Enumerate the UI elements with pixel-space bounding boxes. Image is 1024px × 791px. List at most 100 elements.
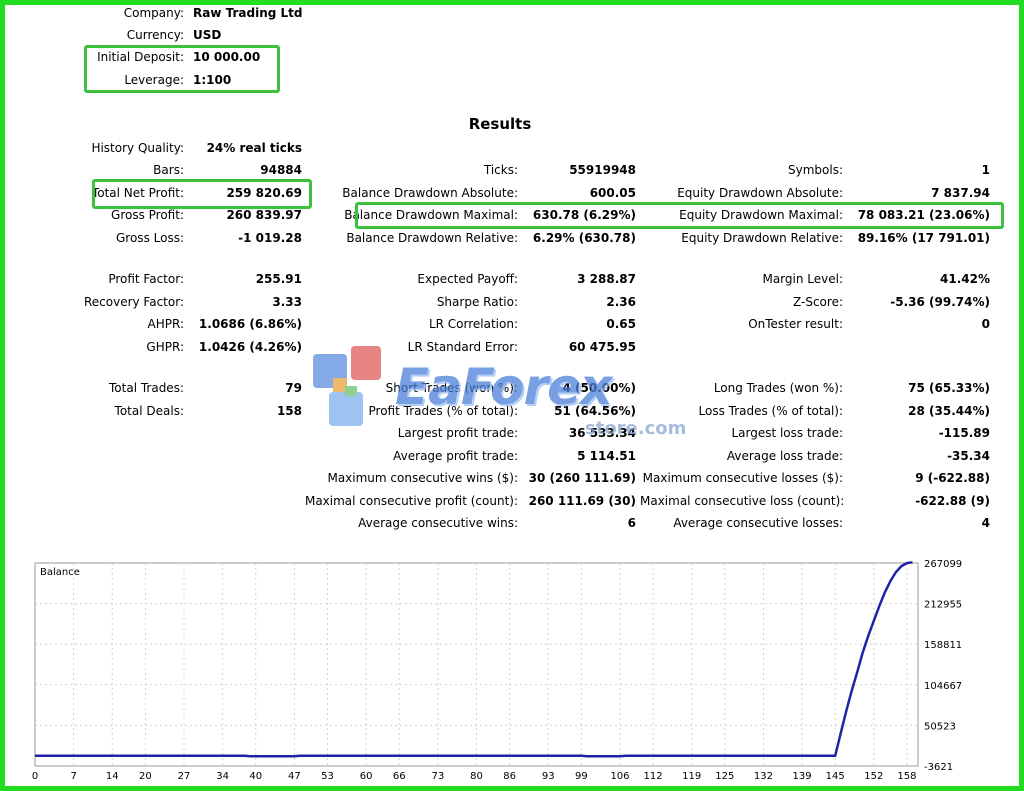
- company-value: Raw Trading Ltd: [193, 6, 303, 20]
- company-label: Company:: [123, 6, 184, 20]
- x-tick-label: 112: [644, 771, 663, 782]
- short-trades-value: 4 (50.00%): [562, 381, 636, 395]
- lr-correlation-label: LR Correlation:: [428, 317, 518, 331]
- balance-dd-max-label: Balance Drawdown Maximal:: [344, 208, 518, 222]
- gross-profit-label: Gross Profit:: [111, 208, 184, 222]
- balance-series-line: [35, 561, 913, 758]
- leverage-label: Leverage:: [124, 73, 184, 87]
- long-trades-value: 75 (65.33%): [908, 381, 990, 395]
- expected-payoff-value: 3 288.87: [577, 272, 636, 286]
- bars-label: Bars:: [153, 163, 184, 177]
- total-deals-value: 158: [276, 404, 302, 418]
- expected-payoff-label: Expected Payoff:: [417, 272, 518, 286]
- equity-dd-rel-label: Equity Drawdown Relative:: [681, 231, 843, 245]
- max-cons-losses-value: 9 (-622.88): [915, 471, 990, 485]
- ontester-label: OnTester result:: [748, 317, 843, 331]
- x-tick-label: 7: [70, 771, 76, 782]
- x-tick-label: 0: [32, 771, 38, 782]
- x-tick-label: 106: [610, 771, 629, 782]
- lr-std-error-label: LR Standard Error:: [407, 340, 518, 354]
- ontester-value: 0: [981, 317, 990, 331]
- total-net-profit-label: Total Net Profit:: [91, 186, 184, 200]
- balance-dd-max-value: 630.78 (6.29%): [532, 208, 636, 222]
- profit-factor-label: Profit Factor:: [108, 272, 184, 286]
- largest-profit-label: Largest profit trade:: [397, 426, 518, 440]
- x-tick-label: 40: [249, 771, 262, 782]
- symbols-label: Symbols:: [788, 163, 843, 177]
- x-tick-label: 14: [106, 771, 119, 782]
- balance-dd-rel-value: 6.29% (630.78): [532, 231, 636, 245]
- x-tick-label: 139: [793, 771, 812, 782]
- x-tick-label: 53: [321, 771, 334, 782]
- largest-loss-label: Largest loss trade:: [731, 426, 843, 440]
- ghpr-label: GHPR:: [146, 340, 184, 354]
- x-tick-label: 27: [178, 771, 191, 782]
- balance-dd-abs-value: 600.05: [589, 186, 636, 200]
- total-net-profit-value: 259 820.69: [226, 186, 302, 200]
- x-tick-label: 158: [897, 771, 916, 782]
- equity-dd-max-label: Equity Drawdown Maximal:: [679, 208, 843, 222]
- avg-cons-wins-label: Average consecutive wins:: [358, 516, 518, 530]
- equity-dd-abs-label: Equity Drawdown Absolute:: [677, 186, 843, 200]
- avg-cons-losses-value: 4: [981, 516, 990, 530]
- x-axis-ticks: 0 7 14 20 27 34 40 47 53 60 66 73 80 86 93 99 106 112 119 1…: [32, 771, 917, 782]
- avg-loss-value: -35.34: [947, 449, 990, 463]
- equity-dd-abs-value: 7 837.94: [931, 186, 990, 200]
- results-title: Results: [468, 115, 532, 133]
- x-tick-label: 20: [139, 771, 152, 782]
- ticks-value: 55919948: [569, 163, 636, 177]
- x-tick-label: 152: [864, 771, 883, 782]
- y-tick-label: 267099: [924, 559, 962, 570]
- avg-profit-value: 5 114.51: [577, 449, 636, 463]
- avg-cons-wins-value: 6: [627, 516, 636, 530]
- largest-loss-value: -115.89: [938, 426, 990, 440]
- z-score-value: -5.36 (99.74%): [890, 295, 990, 309]
- y-tick-label: 158811: [924, 640, 962, 651]
- ahpr-label: AHPR:: [147, 317, 184, 331]
- chart-plot-area: [34, 562, 919, 767]
- balance-dd-abs-label: Balance Drawdown Absolute:: [342, 186, 518, 200]
- equity-dd-max-value: 78 083.21 (23.06%): [857, 208, 990, 222]
- lr-std-error-value: 60 475.95: [568, 340, 636, 354]
- margin-level-value: 41.42%: [940, 272, 990, 286]
- total-deals-label: Total Deals:: [114, 404, 184, 418]
- margin-level-label: Margin Level:: [762, 272, 843, 286]
- maximal-cons-profit-label: Maximal consecutive profit (count):: [304, 494, 518, 508]
- profit-factor-value: 255.91: [255, 272, 302, 286]
- leverage-value: 1:100: [193, 73, 232, 87]
- profit-trades-value: 51 (64.56%): [554, 404, 636, 418]
- sharpe-ratio-label: Sharpe Ratio:: [436, 295, 518, 309]
- loss-trades-label: Loss Trades (% of total):: [698, 404, 844, 418]
- y-axis-ticks: 267099 212955 158811 104667 50523 -3621: [924, 559, 962, 773]
- x-tick-label: 60: [360, 771, 373, 782]
- history-quality-value: 24% real ticks: [206, 141, 302, 155]
- loss-trades-value: 28 (35.44%): [908, 404, 990, 418]
- bars-value: 94884: [260, 163, 302, 177]
- z-score-label: Z-Score:: [793, 295, 843, 309]
- ahpr-value: 1.0686 (6.86%): [198, 317, 302, 331]
- short-trades-label: Short Trades (won %):: [385, 381, 518, 395]
- history-quality-label: History Quality:: [91, 141, 184, 155]
- x-tick-label: 99: [575, 771, 588, 782]
- x-tick-label: 47: [288, 771, 301, 782]
- currency-label: Currency:: [126, 28, 184, 42]
- avg-loss-label: Average loss trade:: [726, 449, 843, 463]
- symbols-value: 1: [981, 163, 990, 177]
- balance-chart: Balance 0 7 14 20 27 34 40 47 53 60 66 73 80 86 93 99 10…: [0, 555, 1024, 791]
- x-tick-label: 86: [503, 771, 516, 782]
- x-tick-label: 73: [432, 771, 445, 782]
- y-tick-label: 50523: [924, 721, 956, 732]
- largest-profit-value: 36 533.34: [568, 426, 636, 440]
- initial-deposit-label: Initial Deposit:: [97, 50, 184, 64]
- long-trades-label: Long Trades (won %):: [713, 381, 843, 395]
- x-tick-label: 34: [216, 771, 229, 782]
- equity-dd-rel-value: 89.16% (17 791.01): [857, 231, 990, 245]
- sharpe-ratio-value: 2.36: [606, 295, 636, 309]
- x-tick-label: 125: [715, 771, 734, 782]
- max-cons-losses-label: Maximum consecutive losses ($):: [642, 471, 843, 485]
- avg-profit-label: Average profit trade:: [393, 449, 518, 463]
- gross-profit-value: 260 839.97: [226, 208, 302, 222]
- balance-dd-rel-label: Balance Drawdown Relative:: [346, 231, 518, 245]
- x-tick-label: 119: [682, 771, 701, 782]
- x-tick-label: 93: [542, 771, 555, 782]
